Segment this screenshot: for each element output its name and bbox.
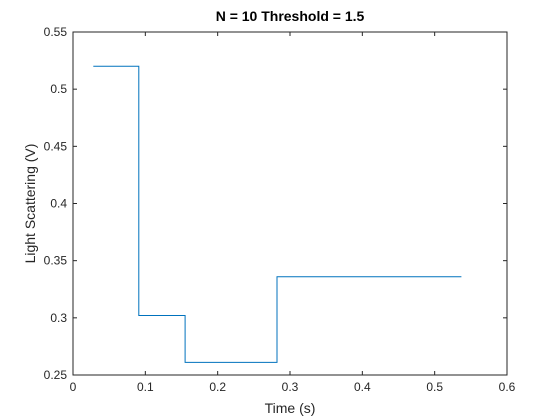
- x-tick-label: 0.4: [354, 380, 371, 394]
- x-tick-label: 0.3: [282, 380, 299, 394]
- y-tick-label: 0.45: [44, 139, 68, 153]
- x-tick-label: 0: [70, 380, 77, 394]
- x-tick-label: 0.1: [137, 380, 154, 394]
- x-tick-label: 0.2: [209, 380, 226, 394]
- y-tick-label: 0.4: [50, 197, 67, 211]
- y-tick-label: 0.25: [44, 368, 68, 382]
- plot-area: [72, 31, 508, 376]
- axes-box: [72, 31, 508, 376]
- y-axis: 0.25 0.3 0.35 0.4 0.45 0.5 0.55: [44, 25, 507, 382]
- y-tick-label: 0.55: [44, 25, 68, 39]
- series-layer: [93, 65, 462, 363]
- y-tick-label: 0.5: [50, 82, 67, 96]
- series-line: [93, 65, 462, 363]
- chart-title: N = 10 Threshold = 1.5: [216, 8, 365, 24]
- x-tick-label: 0.6: [499, 380, 516, 394]
- y-axis-label: Light Scattering (V): [22, 144, 38, 264]
- x-tick-label: 0.5: [426, 380, 443, 394]
- x-axis: 0 0.1 0.2 0.3 0.4 0.5 0.6: [70, 32, 516, 394]
- y-tick-label: 0.35: [44, 254, 68, 268]
- x-axis-label: Time (s): [265, 400, 316, 416]
- y-tick-label: 0.3: [50, 311, 67, 325]
